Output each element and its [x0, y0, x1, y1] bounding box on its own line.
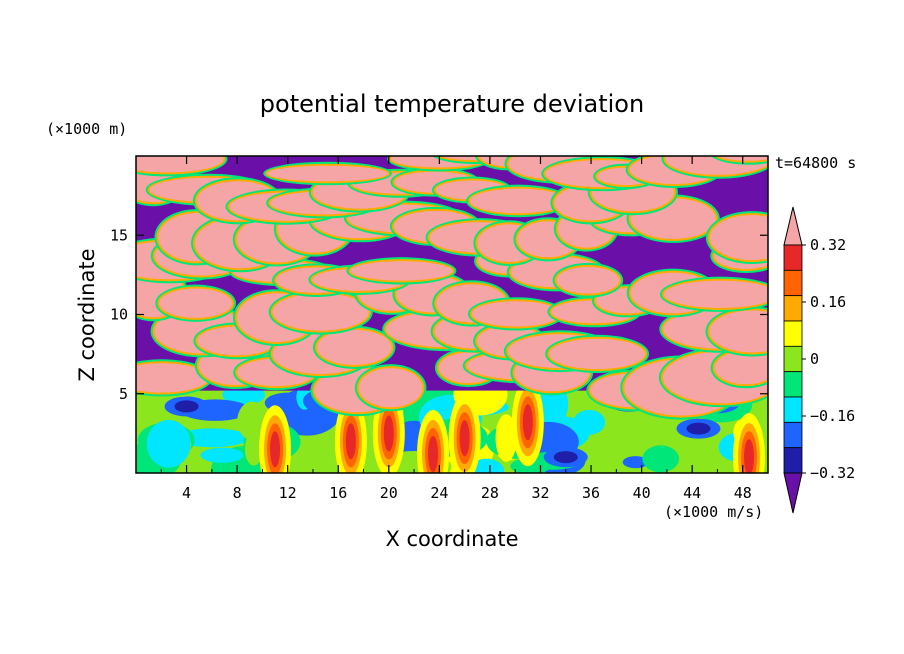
colorbar-box — [783, 396, 803, 423]
warm-plume — [459, 420, 470, 457]
contour-blob — [200, 447, 244, 463]
time-label: t=64800 s — [775, 154, 856, 172]
cool-pocket — [686, 422, 711, 435]
colorbar-tick-label: 0.32 — [810, 236, 846, 254]
colorbar-box — [783, 269, 803, 297]
colorbar-extend-min — [783, 472, 803, 514]
contour-blob — [232, 463, 254, 473]
warm-layer — [316, 329, 392, 365]
warm-layer — [717, 156, 768, 161]
x-tick-label: 40 — [633, 484, 651, 502]
x-tick-label: 16 — [329, 484, 347, 502]
warm-layer — [136, 156, 224, 173]
x-tick-label: 36 — [582, 484, 600, 502]
x-axis-label: X coordinate — [385, 527, 518, 551]
warm-layer — [709, 215, 768, 261]
colorbar-tick-label: 0 — [810, 350, 819, 368]
warm-layer — [358, 368, 423, 408]
warm-plume — [383, 415, 394, 452]
x-tick-label: 44 — [683, 484, 701, 502]
warm-layer — [470, 188, 567, 214]
colorbar-box — [783, 295, 803, 322]
warm-layer — [663, 280, 768, 308]
warm-layer — [709, 310, 768, 353]
warm-layer — [556, 266, 620, 294]
warm-plume — [270, 431, 281, 468]
warm-layer — [159, 288, 233, 318]
x-tick-label: 4 — [182, 484, 191, 502]
warm-layer — [267, 165, 388, 182]
contour-blob — [237, 401, 268, 441]
contour-blob — [495, 414, 517, 462]
cool-pocket — [174, 400, 199, 413]
x-tick-label: 28 — [481, 484, 499, 502]
warm-layer — [714, 351, 768, 385]
x-axis: 4 8 12 16 20 24 28 32 36 40 44 48 — [160, 156, 752, 502]
y-tick-label: 5 — [119, 385, 128, 403]
y-axis-label: Z coordinate — [75, 248, 99, 381]
warm-layer — [471, 301, 561, 327]
x-unit-label: (×1000 m/s) — [664, 503, 763, 521]
contour-blob — [244, 432, 263, 466]
warm-plume — [428, 435, 439, 472]
x-tick-label: 48 — [734, 484, 752, 502]
x-tick-label: 12 — [279, 484, 297, 502]
x-tick-label: 32 — [531, 484, 549, 502]
y-axis: 5 10 15 — [110, 226, 768, 403]
contour-blob — [642, 445, 680, 473]
colorbar-tick-label: −0.32 — [810, 464, 855, 482]
colorbar-box — [783, 320, 803, 347]
warm-layer — [272, 293, 369, 331]
x-tick-label: 8 — [233, 484, 242, 502]
cool-pocket — [553, 451, 578, 464]
warm-layer — [350, 261, 453, 281]
colorbar-box — [783, 371, 803, 398]
colorbar-box — [783, 447, 803, 474]
colorbar-tick-label: 0.16 — [810, 293, 846, 311]
colorbar-extend-max — [783, 206, 803, 246]
warm-plume — [345, 423, 356, 460]
y-tick-label: 15 — [110, 226, 128, 244]
warm-plume — [522, 404, 533, 441]
warm-plume — [744, 439, 755, 473]
warm-layer — [549, 338, 646, 370]
colorbar-box — [783, 345, 803, 373]
x-tick-label: 24 — [430, 484, 448, 502]
y-tick-label: 10 — [110, 306, 128, 324]
colorbar-box — [783, 421, 803, 449]
colorbar: 0.32 0.16 0 −0.16 −0.32 — [783, 206, 855, 514]
plot-field — [136, 156, 768, 473]
x-tick-label: 20 — [380, 484, 398, 502]
colorbar-box — [783, 244, 803, 271]
colorbar-tick-label: −0.16 — [810, 407, 855, 425]
warm-layer — [136, 363, 209, 393]
chart-title: potential temperature deviation — [260, 90, 644, 118]
y-unit-label: (×1000 m) — [46, 120, 127, 138]
contour-blob — [146, 419, 191, 468]
